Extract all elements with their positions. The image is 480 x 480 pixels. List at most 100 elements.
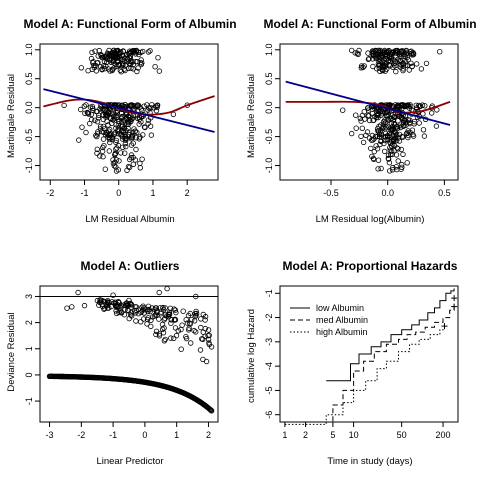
data-point [409,63,415,69]
data-point [115,303,121,310]
data-point [399,164,405,170]
linear-fit-line [43,88,215,133]
data-point [353,125,359,131]
point-cloud [340,47,443,174]
data-point [120,134,126,140]
data-point [113,308,119,314]
x-tick-label: 2 [185,188,190,198]
data-point [126,129,132,135]
data-point [379,108,385,115]
x-tick-label: 5 [330,430,335,440]
y-tick-label: -0.5 [24,129,34,145]
data-point [352,50,358,56]
data-point [115,167,122,173]
data-point [385,156,392,162]
data-point [357,115,363,122]
data-point [366,135,373,141]
data-point [365,113,371,119]
data-point [187,340,194,346]
x-axis: -2 -1 0 1 2 [46,180,190,198]
data-point [107,68,113,74]
data-point [187,310,193,317]
data-point [378,138,384,144]
data-point [116,300,122,306]
data-point [95,53,101,59]
data-point [145,303,152,309]
data-point [377,141,383,148]
data-point [164,285,170,292]
data-point [128,310,134,316]
data-point [123,137,129,143]
data-point [106,47,112,54]
data-point [421,133,428,139]
x-tick-label: 2 [303,430,308,440]
legend: low Albumin med Albumin high Albumin [290,303,368,337]
data-point [369,153,375,160]
data-point [401,122,407,129]
data-point [127,102,134,108]
linear-fit-line [285,80,451,126]
data-point [135,65,141,71]
data-point [365,56,372,62]
data-point [132,47,138,54]
data-point [152,63,158,70]
data-point [349,130,355,137]
data-point [405,128,411,134]
data-point [146,105,152,111]
data-point [137,165,143,171]
x-axis-label: Time in study (days) [327,456,412,467]
data-point [378,112,384,118]
data-point [422,103,428,109]
data-point [401,117,407,124]
x-tick-label: 1 [174,430,179,440]
data-point [371,105,378,112]
data-point [133,318,139,324]
x-tick-label: 50 [397,430,407,440]
data-point [137,160,143,167]
data-point [109,299,115,305]
data-point [382,148,388,155]
data-point [397,64,404,70]
outlier-points [64,285,199,311]
data-point [126,50,133,56]
data-point [113,112,119,119]
data-point [92,117,98,123]
x-tick-label: -1 [80,188,88,198]
data-point [393,164,399,170]
data-point [99,148,106,154]
data-point [392,114,398,120]
data-point [170,111,177,118]
data-point [395,117,401,124]
data-point [121,125,128,132]
x-tick-label: 1 [150,188,155,198]
data-point [175,328,181,334]
data-point [389,102,395,109]
data-point [148,323,154,330]
y-tick-label: 0.5 [24,72,34,85]
data-point [380,67,386,73]
data-point [104,305,111,311]
data-point [393,130,399,136]
data-point [168,316,175,323]
data-point [148,317,154,323]
data-point [130,48,136,55]
data-point [114,128,121,134]
data-point [119,113,125,120]
y-tick-label: 2 [24,320,34,325]
x-axis: -0.5 0.0 0.5 [323,180,451,198]
data-point [114,48,120,54]
data-point [113,109,119,115]
data-point [384,133,391,140]
data-point [384,49,390,55]
data-point [83,102,89,108]
data-point [94,60,100,66]
y-tick-label: -1 [264,289,274,297]
data-point [389,167,396,173]
y-axis-label: Martingale Residual [246,74,257,158]
panel-functional-form-log-albumin: Model A: Functional Form of Albumin LM R… [246,17,477,225]
data-point [393,124,400,130]
data-point [405,56,411,63]
data-point [107,106,113,113]
data-point [183,317,189,323]
